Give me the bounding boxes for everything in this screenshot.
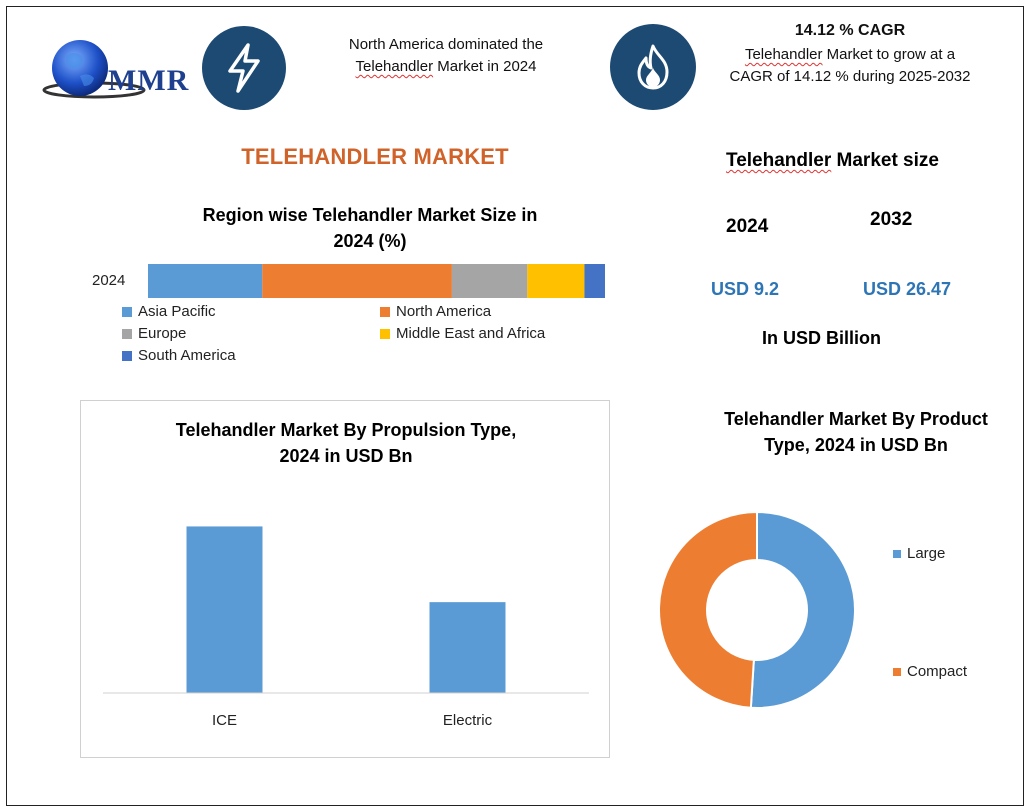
donut-legend-item-large: Large <box>893 545 945 562</box>
propulsion-chart-title: Telehandler Market By Propulsion Type, 2… <box>81 417 611 469</box>
region-segment-south-america <box>584 264 605 298</box>
legend-item-asia-pacific: Asia Pacific <box>122 303 216 320</box>
flame-icon <box>610 24 696 110</box>
product-chart-title: Telehandler Market By Product Type, 2024… <box>686 406 1026 458</box>
product-title-line-2: Type, 2024 in USD Bn <box>764 435 948 455</box>
donut-slice-compact <box>657 510 758 709</box>
market-size-keyword: Telehandler <box>726 150 832 171</box>
globe-logo-icon <box>42 40 146 99</box>
legend-item-europe: Europe <box>122 325 186 342</box>
region-segment-north-america <box>262 264 452 298</box>
legend-label: Middle East and Africa <box>396 325 546 342</box>
main-title: TELEHANDLER MARKET <box>241 144 509 169</box>
legend-swatch <box>122 328 132 339</box>
infographic-frame <box>6 6 1024 806</box>
x-tick-ice: ICE <box>212 712 237 729</box>
legend-swatch <box>380 306 390 317</box>
legend-label: Compact <box>907 663 968 680</box>
legend-swatch <box>122 350 132 361</box>
legend-swatch <box>380 328 390 339</box>
value-2024: USD 9.2 <box>711 279 780 299</box>
dominance-line-2: Telehandler Market in 2024 <box>316 56 576 78</box>
legend-label: North America <box>396 303 492 320</box>
region-year-label: 2024 <box>92 272 126 289</box>
cagr-rest: Market to grow at a <box>822 46 956 63</box>
legend-label: Asia Pacific <box>138 303 216 320</box>
legend-label: Europe <box>138 325 187 342</box>
unit-label: In USD Billion <box>762 328 881 348</box>
cagr-text: 14.12 % CAGR Telehandler Market to grow … <box>700 20 1000 88</box>
dominance-keyword: Telehandler <box>355 58 434 75</box>
propulsion-bar-chart: ICE Electric <box>103 526 589 729</box>
region-legend: Asia Pacific North America Europe Middle Ea… <box>122 303 602 367</box>
legend-item-middle-east-and-africa: Middle East and Africa <box>380 325 545 342</box>
region-stacked-bar <box>148 264 605 298</box>
market-size-rest: Market size <box>831 150 939 171</box>
legend-label: South America <box>138 347 236 364</box>
region-segment-middle-east-and-africa <box>527 264 585 298</box>
dominance-text: North America dominated the Telehandler … <box>316 34 576 78</box>
donut-legend-item-compact: Compact <box>893 663 967 680</box>
dominance-line-1: North America dominated the <box>348 36 544 53</box>
region-segment-asia-pacific <box>148 264 263 298</box>
x-tick-electric: Electric <box>443 712 493 729</box>
legend-swatch <box>122 306 132 317</box>
value-2032: USD 26.47 <box>863 279 952 299</box>
product-donut-chart <box>657 510 856 709</box>
propulsion-chart-panel: Telehandler Market By Propulsion Type, 2… <box>80 400 610 758</box>
market-size-title: Telehandler Market size <box>700 150 965 172</box>
logo-text: MMR <box>108 64 190 97</box>
cagr-keyword: Telehandler <box>744 46 823 63</box>
propulsion-title-line-1: Telehandler Market By Propulsion Type, <box>175 420 517 440</box>
legend-item-north-america: North America <box>380 303 491 320</box>
legend-label: Large <box>907 545 946 562</box>
year-2032-label: 2032 <box>870 209 913 230</box>
legend-item-south-america: South America <box>122 347 236 364</box>
dominance-rest: Market in 2024 <box>433 58 537 75</box>
region-title-line-2: 2024 (%) <box>333 231 407 251</box>
lightning-icon <box>202 26 286 110</box>
donut-slice-large <box>749 510 856 709</box>
product-legend: Large Compact <box>893 545 1003 695</box>
cagr-line-2: CAGR of 14.12 % during 2025-2032 <box>729 68 971 85</box>
bar-ice <box>186 526 263 693</box>
product-title-line-1: Telehandler Market By Product <box>724 409 988 429</box>
cagr-line-1: Telehandler Market to grow at a <box>700 44 1000 66</box>
legend-swatch <box>893 549 901 558</box>
year-2024-label: 2024 <box>726 216 769 237</box>
legend-swatch <box>893 667 901 676</box>
region-title-line-1: Region wise Telehandler Market Size in <box>202 205 538 225</box>
cagr-title: 14.12 % CAGR <box>794 22 906 39</box>
region-segment-europe <box>451 264 528 298</box>
region-chart-title: Region wise Telehandler Market Size in 2… <box>150 202 590 254</box>
mmr-logo: MMR <box>36 34 196 104</box>
propulsion-title-line-2: 2024 in USD Bn <box>279 446 413 466</box>
bar-electric <box>429 602 506 693</box>
